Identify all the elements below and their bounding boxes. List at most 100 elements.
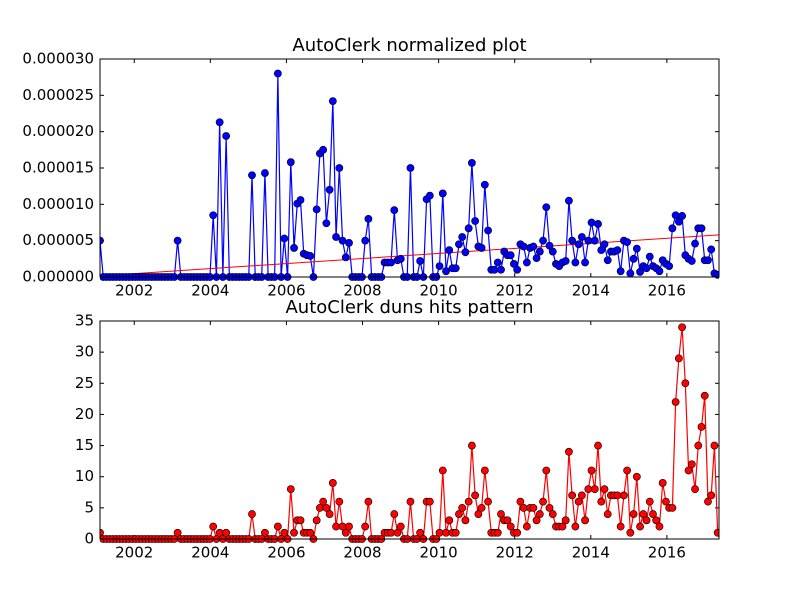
data-point	[325, 510, 334, 518]
data-point	[451, 264, 460, 273]
x-tick-label: 2016	[648, 282, 686, 300]
data-point	[519, 242, 528, 251]
data-point	[477, 503, 486, 512]
data-point	[280, 528, 289, 537]
data-point	[584, 485, 593, 494]
data-point	[636, 522, 644, 531]
x-tick-label: 2012	[496, 544, 534, 562]
data-point	[248, 171, 256, 180]
x-tick-label: 2004	[191, 282, 229, 300]
data-point	[710, 441, 719, 450]
data-point	[328, 479, 337, 487]
data-point	[613, 491, 622, 500]
data-point	[584, 236, 593, 245]
series-line	[100, 73, 718, 278]
data-point	[522, 522, 531, 531]
data-point	[467, 159, 476, 167]
data-point	[642, 516, 651, 525]
data-point	[539, 236, 547, 245]
data-point	[529, 242, 538, 251]
data-point	[594, 441, 602, 450]
data-point	[361, 236, 370, 245]
data-point	[707, 491, 716, 500]
y-tick-label: 0.000005	[22, 231, 94, 249]
data-point	[484, 226, 492, 235]
data-point	[480, 180, 489, 189]
data-point	[532, 254, 541, 263]
data-point	[548, 247, 557, 256]
data-point	[513, 265, 522, 274]
data-point	[655, 267, 664, 276]
data-point	[341, 253, 350, 262]
data-point	[558, 522, 567, 531]
y-tick-label: 0.000010	[22, 195, 94, 213]
x-tick-label: 2008	[343, 282, 381, 300]
data-point	[662, 497, 670, 506]
data-point	[687, 460, 696, 469]
data-point	[464, 224, 473, 233]
data-point	[561, 516, 570, 525]
data-point	[364, 497, 373, 506]
chart-title: AutoClerk duns hits pattern	[285, 297, 533, 318]
data-point	[445, 246, 454, 255]
data-point	[590, 236, 599, 245]
data-point	[506, 251, 515, 260]
data-point	[694, 441, 703, 450]
data-point	[665, 262, 674, 270]
data-point	[671, 398, 680, 406]
data-point	[335, 164, 344, 172]
data-point	[312, 205, 321, 214]
data-point	[642, 264, 651, 273]
data-point	[364, 214, 373, 223]
data-point	[548, 510, 557, 518]
data-point	[707, 245, 716, 254]
data-point	[438, 466, 447, 475]
data-point	[590, 485, 599, 494]
data-point	[632, 472, 641, 481]
data-point	[632, 244, 641, 253]
data-point	[645, 497, 654, 506]
data-point	[535, 510, 544, 518]
y-tick-label: 0.000025	[22, 86, 94, 104]
data-point	[215, 118, 224, 127]
plot-area	[100, 69, 719, 281]
data-point	[603, 510, 612, 518]
data-point	[581, 516, 589, 525]
data-point	[435, 262, 444, 270]
data-point	[678, 212, 686, 220]
data-point	[639, 510, 648, 518]
data-point	[704, 256, 712, 265]
data-point	[387, 528, 395, 537]
data-point	[406, 164, 415, 172]
data-point	[545, 503, 554, 512]
data-point	[529, 503, 538, 512]
data-point	[652, 516, 661, 525]
data-point	[345, 522, 353, 531]
data-point	[471, 217, 480, 225]
data-point	[603, 256, 612, 265]
data-point	[306, 528, 315, 537]
data-point	[273, 522, 282, 531]
data-point	[484, 497, 492, 506]
data-point	[209, 211, 218, 220]
y-tick-label: 5	[84, 498, 94, 516]
data-point	[406, 497, 415, 506]
data-point	[629, 510, 638, 518]
data-point	[577, 233, 586, 241]
data-point	[574, 497, 583, 506]
data-point	[623, 238, 632, 247]
data-point	[306, 252, 315, 260]
data-point	[222, 528, 231, 537]
data-point	[296, 516, 305, 525]
y-tick-label: 0.000020	[22, 122, 94, 140]
data-point	[616, 267, 625, 276]
data-point	[691, 239, 699, 248]
data-point	[684, 466, 693, 475]
data-point	[704, 497, 712, 506]
data-point	[341, 528, 350, 537]
x-tick-label: 2002	[115, 544, 153, 562]
data-point	[477, 244, 486, 252]
data-point	[325, 185, 334, 194]
data-point	[390, 510, 399, 518]
data-point	[332, 522, 340, 531]
